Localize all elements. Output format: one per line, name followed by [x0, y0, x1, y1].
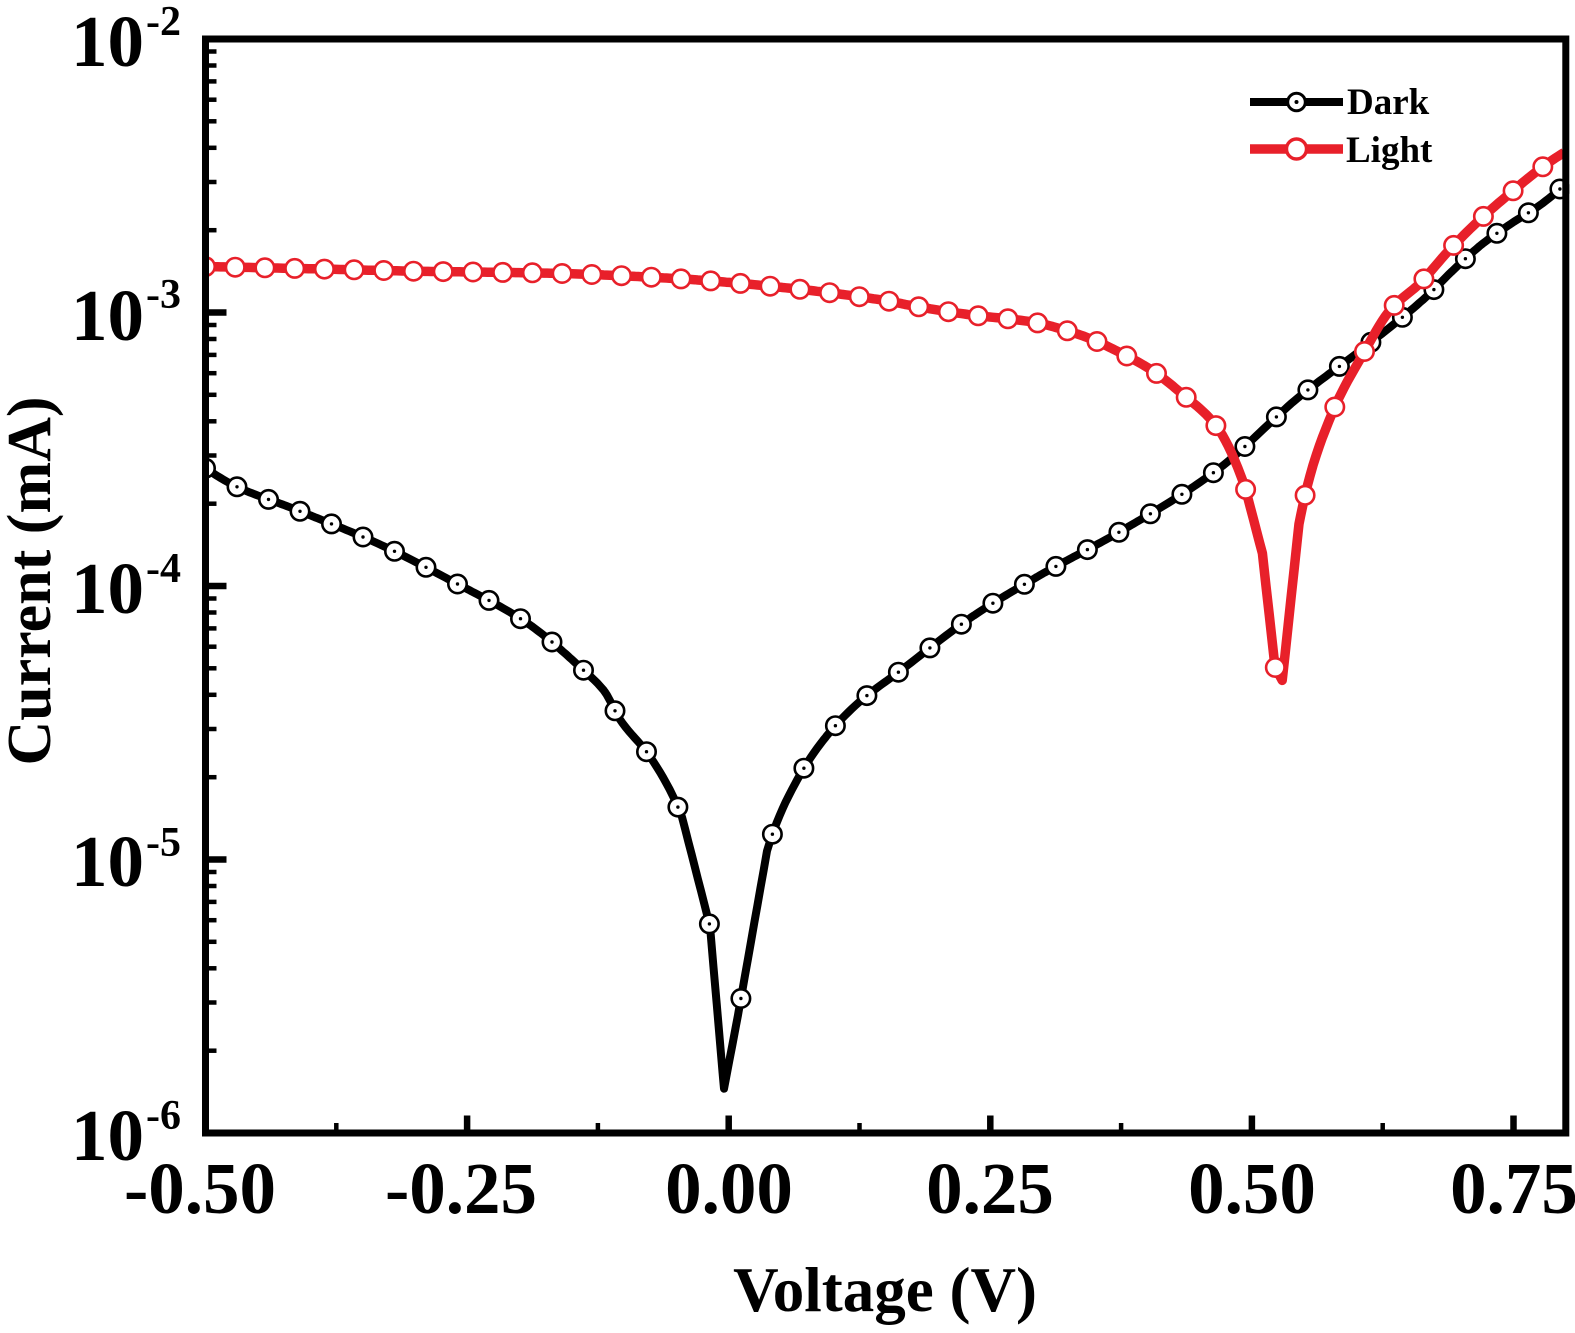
- svg-text:0.00: 0.00: [665, 1148, 793, 1229]
- svg-text:-6: -6: [146, 1093, 181, 1139]
- svg-text:10: 10: [71, 1, 144, 82]
- svg-text:-2: -2: [146, 0, 181, 45]
- svg-text:10: 10: [71, 548, 144, 629]
- svg-text:Voltage (V): Voltage (V): [733, 1255, 1037, 1325]
- svg-text:0.25: 0.25: [926, 1148, 1054, 1229]
- svg-text:-0.50: -0.50: [124, 1148, 276, 1229]
- svg-text:0.50: 0.50: [1188, 1148, 1316, 1229]
- svg-text:Light: Light: [1346, 130, 1433, 171]
- svg-text:-5: -5: [146, 820, 181, 866]
- svg-text:Dark: Dark: [1347, 82, 1430, 123]
- svg-text:-0.25: -0.25: [385, 1148, 537, 1229]
- svg-text:0.75: 0.75: [1450, 1148, 1575, 1229]
- svg-text:Current (mA): Current (mA): [0, 396, 64, 765]
- svg-text:-4: -4: [146, 546, 181, 592]
- svg-text:10: 10: [71, 275, 144, 356]
- svg-text:10: 10: [71, 1095, 144, 1176]
- svg-text:10: 10: [71, 821, 144, 902]
- svg-text:-3: -3: [146, 272, 181, 318]
